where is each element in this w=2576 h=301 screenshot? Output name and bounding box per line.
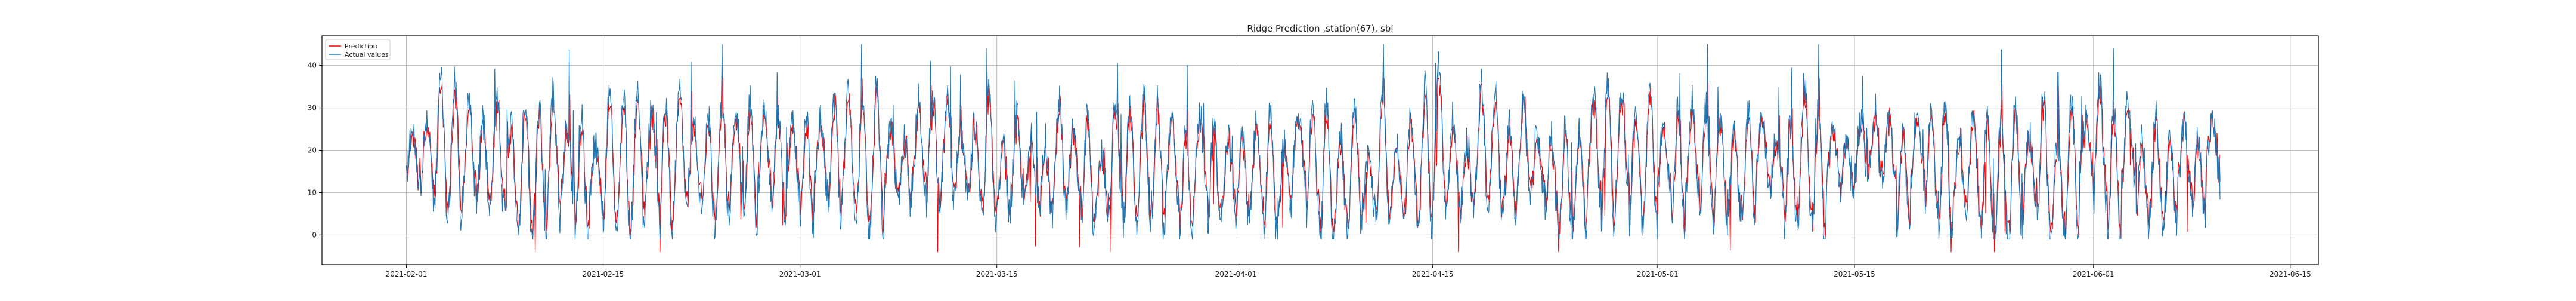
y-tick-label: 40 [308,62,317,70]
x-tick-label: 2021-06-15 [2270,270,2311,278]
x-tick-label: 2021-06-01 [2073,270,2114,278]
series-layer [405,44,2221,253]
y-axis: 0 10 20 30 40 [308,62,322,239]
legend-label: Actual values [345,51,389,59]
y-tick-label: 30 [308,104,317,112]
x-tick-label: 2021-05-15 [1834,270,1875,278]
legend-box [325,39,391,60]
y-tick-label: 10 [308,188,317,196]
y-tick-label: 0 [312,231,317,239]
x-tick-label: 2021-03-01 [779,270,821,278]
x-tick-label: 2021-04-15 [1412,270,1454,278]
legend-label: Prediction [345,42,377,50]
x-axis: 2021-02-01 2021-02-15 2021-03-01 2021-03-15… [386,265,2311,278]
actual-values-series-line [406,44,2221,239]
y-gridlines [322,65,2318,235]
x-tick-label: 2021-02-01 [386,270,428,278]
x-tick-label: 2021-04-01 [1215,270,1257,278]
chart-title: Ridge Prediction ,station(67), sbi [1247,23,1393,34]
x-tick-label: 2021-05-01 [1637,270,1679,278]
x-tick-label: 2021-02-15 [583,270,624,278]
x-tick-label: 2021-03-15 [976,270,1018,278]
y-tick-label: 20 [308,146,317,155]
